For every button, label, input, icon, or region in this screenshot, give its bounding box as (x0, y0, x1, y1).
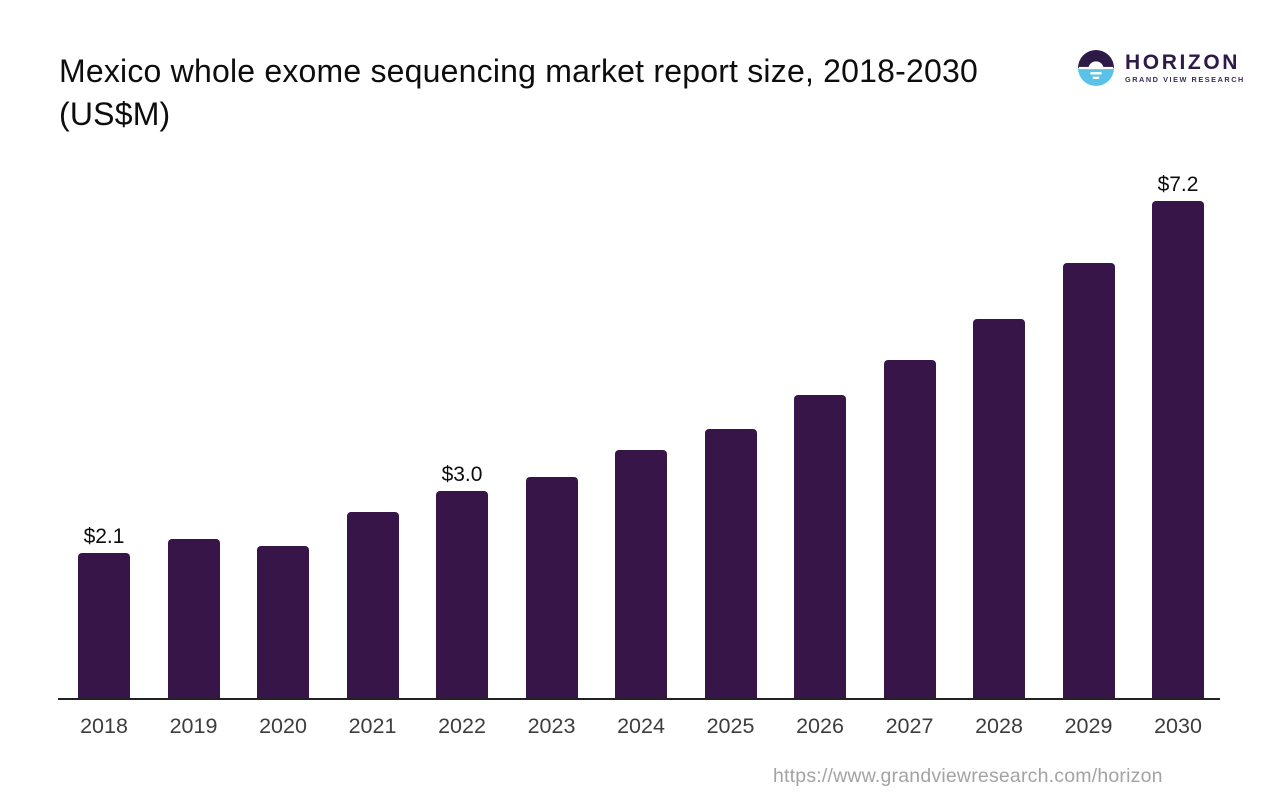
x-tick-label-2019: 2019 (169, 714, 218, 738)
bar-2027 (883, 360, 936, 698)
x-tick-label-2027: 2027 (885, 714, 934, 738)
bar-value-label-2022: $3.0 (441, 463, 483, 486)
bar-2028 (973, 319, 1025, 698)
horizon-logo-icon (1078, 50, 1114, 86)
x-tick-label-2025: 2025 (706, 714, 755, 738)
horizon-logo: HORIZON GRAND VIEW RESEARCH (1078, 50, 1245, 86)
bar-2022 (436, 491, 488, 698)
logo-text: HORIZON GRAND VIEW RESEARCH (1125, 50, 1245, 84)
x-tick-label-2022: 2022 (438, 714, 486, 738)
x-tick-label-2029: 2029 (1064, 714, 1113, 738)
bar-2029 (1062, 263, 1115, 698)
bar-value-label-2030: $7.2 (1157, 173, 1199, 196)
bar-2018 (78, 553, 130, 698)
bar-value-label-2018: $2.1 (83, 525, 125, 548)
x-tick-label-2018: 2018 (80, 714, 128, 738)
x-tick-label-2023: 2023 (527, 714, 576, 738)
bar-2026 (794, 395, 846, 698)
x-tick-label-2028: 2028 (975, 714, 1023, 738)
bar-2023 (525, 477, 578, 698)
x-tick-label-2021: 2021 (348, 714, 397, 738)
logo-subtitle: GRAND VIEW RESEARCH (1125, 74, 1245, 84)
bar-2025 (704, 429, 757, 698)
x-tick-label-2024: 2024 (617, 714, 665, 738)
footer-url: https://www.grandviewresearch.com/horizo… (773, 765, 1163, 787)
logo-name: HORIZON (1125, 50, 1241, 74)
page-title: Mexico whole exome sequencing market rep… (59, 53, 978, 132)
chart-plot-area: $2.1 2018 2019 2020 2021 $3.0 2022 2023 2024 2025… (58, 160, 1220, 738)
bar-2020 (257, 546, 309, 698)
bar-2021 (346, 512, 399, 698)
bar-2024 (615, 450, 667, 698)
bar-2019 (167, 539, 220, 698)
bar-2030 (1152, 201, 1204, 698)
x-tick-label-2030: 2030 (1154, 714, 1202, 738)
x-axis-line (58, 698, 1220, 700)
x-tick-label-2020: 2020 (259, 714, 307, 738)
x-tick-label-2026: 2026 (796, 714, 844, 738)
